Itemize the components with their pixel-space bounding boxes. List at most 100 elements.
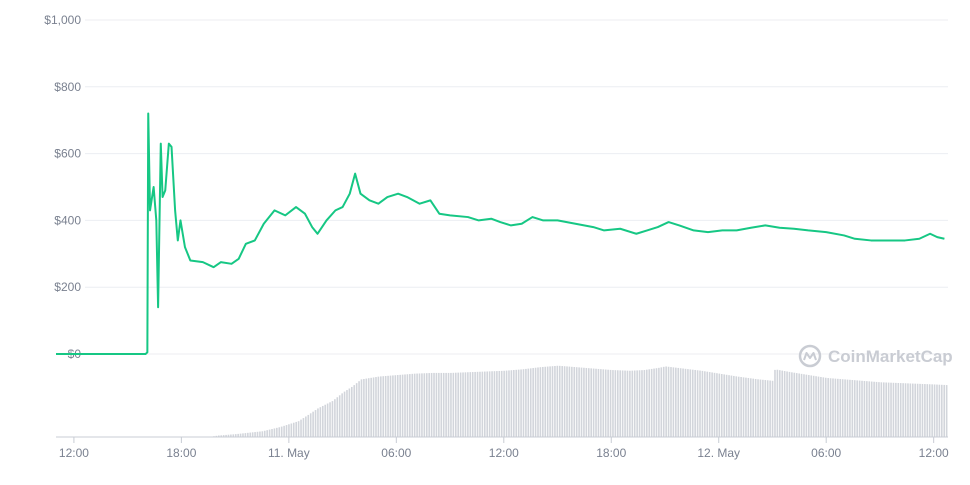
volume-bar [534,367,537,437]
volume-bar [295,421,297,437]
volume-bar [525,368,527,437]
volume-bar [498,370,501,437]
volume-bar [907,383,909,437]
volume-bar [909,383,912,437]
volume-bar [232,434,235,437]
volume-bar [863,380,866,437]
x-tick-label: 18:00 [166,446,196,460]
volume-bar [334,399,336,437]
x-tick-label: 06:00 [811,446,841,460]
volume-bar [776,369,779,437]
volume-bar [633,370,636,437]
volume-bar [283,425,285,437]
volume-bar [752,378,754,437]
volume-bar [493,371,496,437]
volume-bar [343,391,346,437]
volume-bar [602,369,605,437]
volume-bar [382,376,385,437]
watermark-text: CoinMarketCap [828,347,953,366]
volume-bar [687,369,689,437]
volume-bar [392,375,394,437]
volume-bar [745,377,747,437]
volume-bar [786,371,788,437]
volume-bar [800,373,803,437]
y-tick-label: $1,000 [44,13,81,27]
volume-bar [718,373,721,437]
volume-bar [769,380,771,437]
volume-bar [783,371,786,437]
volume-bar [723,374,725,437]
volume-bar [600,369,602,437]
volume-bar [230,434,232,437]
volume-bar [808,375,810,437]
volume-bar [321,405,324,437]
volume-bar [675,367,677,437]
y-tick-label: $200 [54,280,81,294]
volume-bar [527,368,530,437]
volume-bar [454,372,457,437]
volume-bar [788,371,791,437]
volume-bar [558,365,561,437]
volume-bar [290,423,293,437]
volume-bar [887,382,890,437]
volume-bar [704,371,706,437]
volume-bar [239,433,242,437]
x-tick-label: 18:00 [596,446,626,460]
price-line [56,112,945,355]
volume-bar [665,366,667,437]
volume-bar [882,382,885,437]
volume-bar [505,370,508,437]
volume-bar [827,378,829,437]
volume-bar [892,382,895,437]
volume-bar [225,434,227,437]
volume-bar [791,372,793,437]
volume-bar [604,369,607,437]
volume-bar [904,383,907,437]
volume-bars [208,365,948,437]
volume-bar [624,370,626,437]
volume-bar [404,374,406,437]
volume-bar [563,366,566,437]
volume-bar [875,381,878,437]
volume-bar [849,379,851,437]
volume-bar [873,381,875,437]
volume-bar [713,372,716,437]
y-axis-labels: $1,000$800$600$400$200$0 [44,13,81,361]
volume-bar [297,421,300,437]
volume-bar [899,383,902,437]
volume-bar [607,369,609,437]
volume-bar [481,371,484,437]
volume-bar [242,433,244,437]
volume-bar [425,373,428,437]
volume-bar [834,378,837,437]
volume-bar [215,435,218,437]
volume-bar [764,380,767,437]
volume-bar [667,366,670,437]
volume-bar [522,369,525,437]
volume-bar [452,372,455,437]
volume-bar [757,379,759,437]
volume-bar [307,414,310,437]
volume-bar [338,395,341,437]
volume-bar [655,368,658,437]
volume-bar [822,377,825,437]
volume-bar [520,369,522,437]
y-tick-label: $400 [54,213,81,227]
volume-bar [592,368,595,437]
volume-bar [496,371,498,437]
volume-bar [513,370,515,437]
volume-bar [503,370,505,437]
volume-bar [631,370,634,437]
volume-bar [324,404,327,437]
volume-bar [249,432,252,437]
volume-bar [684,368,687,437]
x-tick-label: 06:00 [381,446,411,460]
volume-bar [696,370,699,437]
volume-bar [733,375,735,437]
volume-bar [251,432,254,437]
volume-bar [440,372,443,437]
volume-bar [539,367,542,437]
volume-bar [716,373,718,437]
volume-bar [450,372,452,437]
volume-bar [488,371,491,437]
